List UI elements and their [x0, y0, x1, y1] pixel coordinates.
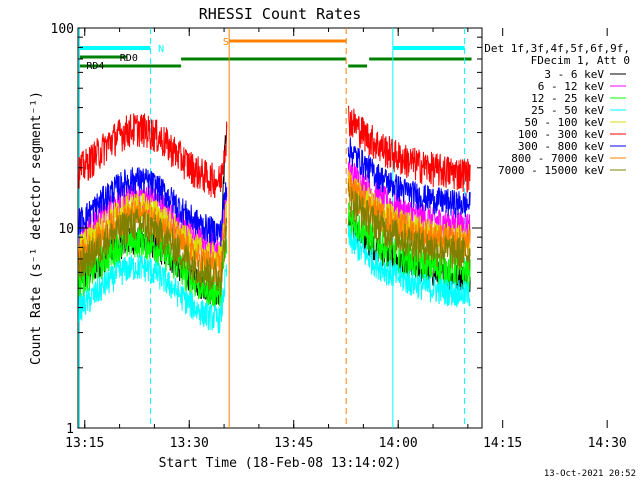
legend-entry-label: 6 - 12 keV	[538, 80, 605, 93]
x-axis-label: Start Time (18-Feb-08 13:14:02)	[159, 456, 402, 471]
x-tick-label: 14:30	[588, 436, 627, 451]
legend-entry-label: 50 - 100 keV	[525, 116, 605, 129]
night-label: N	[158, 44, 164, 55]
legend-entry-label: 12 - 25 keV	[531, 92, 604, 105]
legend-header: FDecim 1, Att 0	[531, 54, 630, 67]
rd0-label: RD0	[120, 53, 138, 64]
spacecraft-state-bands: N RD0 RD4 S	[79, 37, 472, 72]
series-line-pre	[78, 208, 228, 296]
series-line-post	[347, 137, 471, 219]
series-group	[78, 105, 471, 334]
legend-entry-label: 3 - 6 keV	[544, 68, 604, 81]
x-tick-label: 13:45	[274, 436, 313, 451]
legend: Det 1f,3f,4f,5f,6f,9f,FDecim 1, Att 03 -…	[484, 42, 630, 177]
x-tick-label: 13:15	[65, 436, 104, 451]
series-line-pre	[78, 113, 228, 199]
timestamp: 13-Oct-2021 20:52	[544, 469, 636, 479]
x-tick-label: 13:30	[170, 436, 209, 451]
series-line-pre	[78, 254, 228, 334]
legend-entry-label: 800 - 7000 keV	[511, 152, 604, 165]
y-axis-label: Count Rate (s⁻¹ detector segment⁻¹)	[29, 91, 44, 365]
series-line-post	[347, 225, 471, 308]
legend-entry-label: 7000 - 15000 keV	[498, 164, 604, 177]
rd4-label: RD4	[86, 61, 104, 72]
legend-entry-label: 25 - 50 keV	[531, 104, 604, 117]
y-tick-label: 100	[51, 22, 74, 37]
x-tick-label: 14:00	[379, 436, 418, 451]
axes-ticks: 13:1513:3013:4514:0014:1514:3014:4511010…	[51, 22, 627, 451]
x-tick-label: 14:15	[483, 436, 522, 451]
series-line-post	[347, 105, 471, 193]
y-tick-label: 1	[66, 422, 74, 437]
series-line-post	[347, 182, 471, 270]
series-line-pre	[78, 167, 228, 247]
y-tick-label: 10	[58, 222, 74, 237]
chart-title: RHESSI Count Rates	[199, 5, 362, 23]
legend-header: Det 1f,3f,4f,5f,6f,9f,	[484, 42, 630, 55]
legend-entry-label: 300 - 800 keV	[518, 140, 604, 153]
saa-label: S	[223, 37, 229, 48]
legend-entry-label: 100 - 300 keV	[518, 128, 604, 141]
